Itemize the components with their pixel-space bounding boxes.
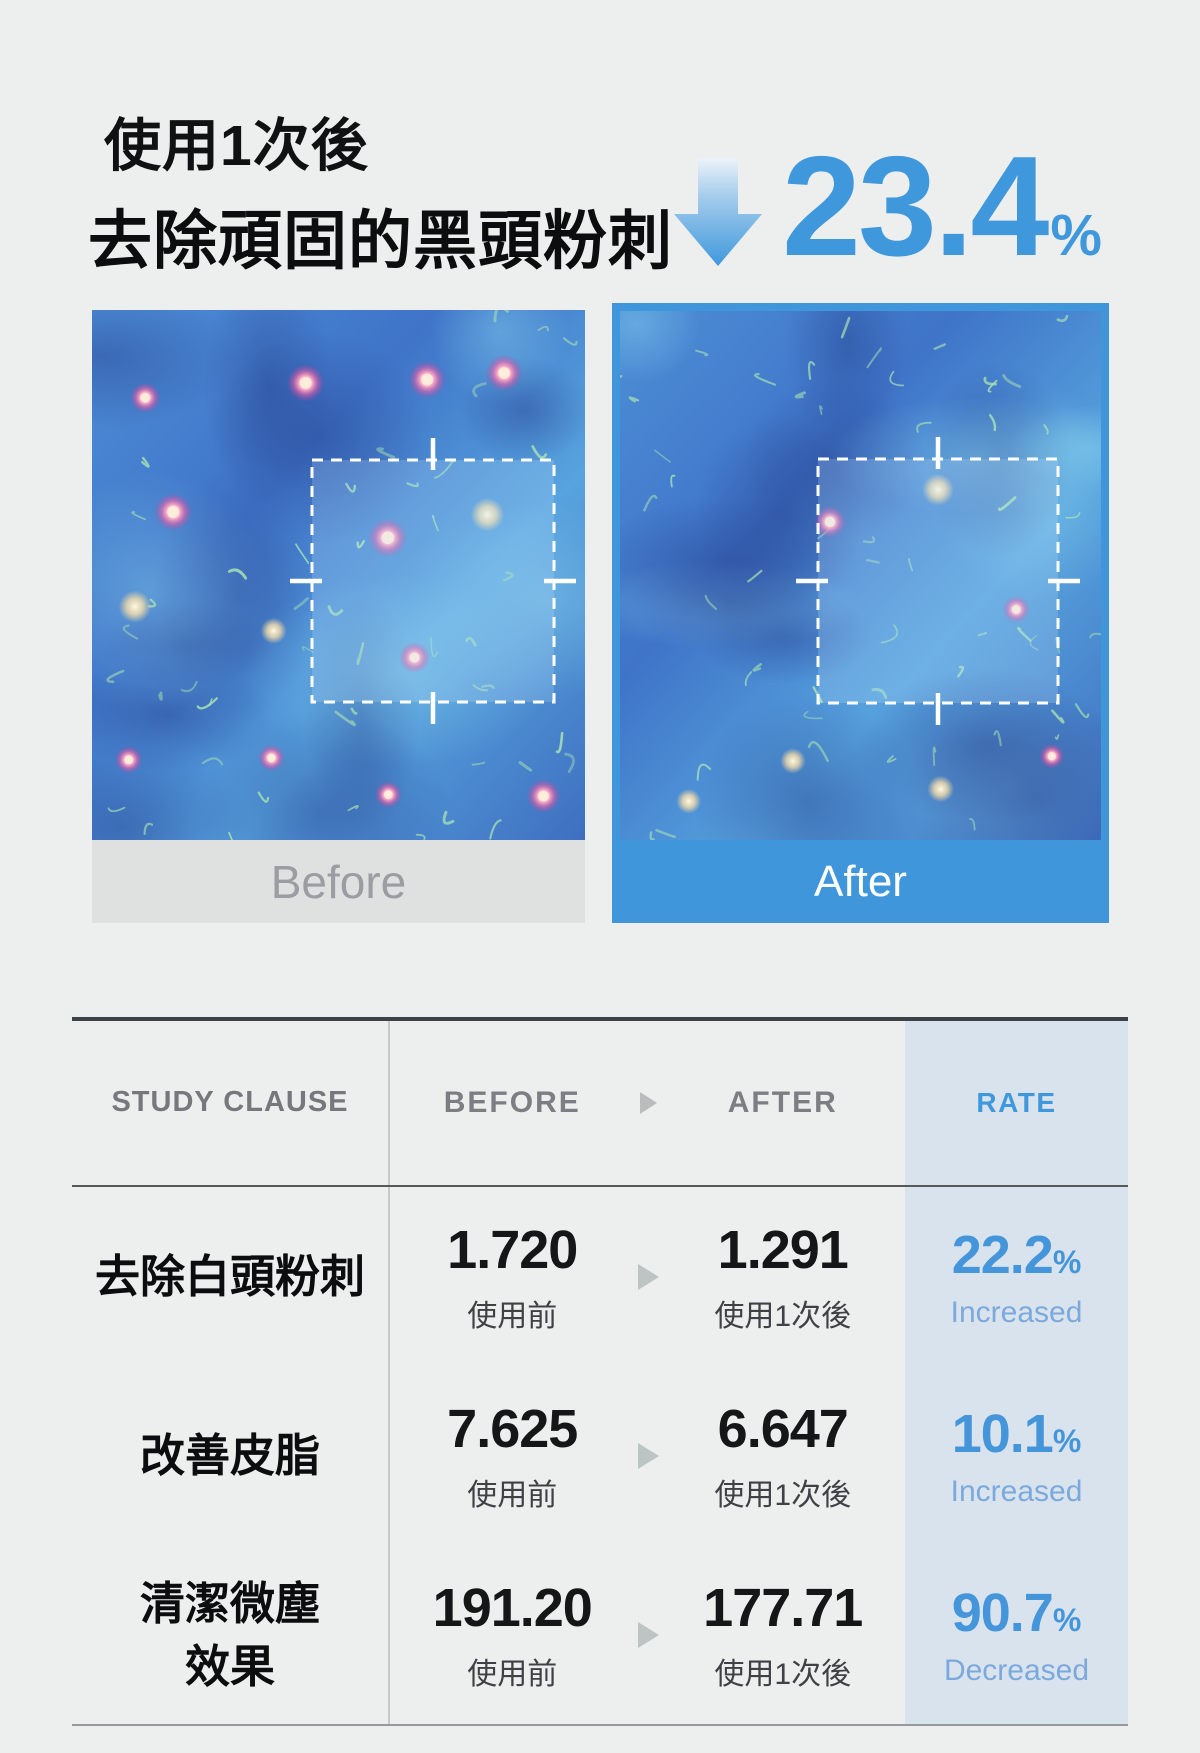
before-figure: Before [92,310,585,923]
after-skin-image [620,311,1101,840]
rate-value: 90.7 [951,1582,1054,1643]
table-header-row: STUDY CLAUSE BEFORE AFTER RATE [72,1021,1128,1187]
right-arrow-icon [635,1263,661,1291]
after-value: 177.71 [703,1577,863,1638]
stat-value: 23.4 [782,127,1049,286]
rate-unit: % [1052,1243,1082,1280]
rate-caption: Increased [950,1474,1083,1508]
before-caption: 使用前 [467,1657,558,1691]
after-value: 1.291 [717,1219,849,1280]
rate-caption: Decreased [943,1653,1090,1687]
after-caption: 使用1次後 [714,1478,852,1512]
headline-line1: 使用1次後 [104,114,369,178]
row-label: 改善皮脂 [139,1430,320,1481]
rate-value: 10.1 [951,1403,1054,1464]
stat-unit: % [1050,203,1102,268]
row-values-cell: 191.20 使用前 177.71 使用1次後 [390,1545,905,1724]
right-arrow-icon [635,1091,661,1115]
rate-caption: Increased [950,1295,1083,1329]
row-values-cell: 1.720 使用前 1.291 使用1次後 [390,1187,905,1366]
after-caption: 使用1次後 [714,1657,852,1691]
before-label: Before [92,840,585,923]
after-label: After [612,840,1109,923]
before-value: 191.20 [432,1577,593,1638]
header-rate: RATE [905,1021,1128,1185]
row-label: 去除白頭粉刺 [94,1251,365,1302]
headline-line2: 去除頑固的黑頭粉刺 [88,205,673,277]
rate-label: RATE [976,1087,1057,1118]
header-study-clause: STUDY CLAUSE [72,1021,390,1185]
rate-unit: % [1052,1601,1082,1638]
rate-unit: % [1052,1422,1082,1459]
row-label-cell: 去除白頭粉刺 [72,1187,390,1366]
header-before-after: BEFORE AFTER [390,1021,905,1185]
before-caption: 使用前 [467,1478,558,1512]
after-figure: After [612,303,1109,923]
table-row: 去除白頭粉刺 1.720 使用前 1.291 使用1次後 22.2% Incre… [72,1187,1128,1366]
results-table: STUDY CLAUSE BEFORE AFTER RATE 去除白頭粉刺 [72,1017,1128,1726]
table-row: 清潔微塵效果 191.20 使用前 177.71 使用1次後 90.7% Dec… [72,1545,1128,1724]
study-clause-label: STUDY CLAUSE [111,1086,349,1119]
before-value: 7.625 [447,1398,578,1459]
row-label-cell: 改善皮脂 [72,1366,390,1545]
row-values-cell: 7.625 使用前 6.647 使用1次後 [390,1366,905,1545]
right-arrow-icon [635,1442,661,1470]
header-after: AFTER [727,1086,838,1119]
row-rate-cell: 10.1% Increased [905,1366,1128,1545]
row-label-cell: 清潔微塵 效果 [72,1545,390,1724]
row-label-line2: 效果 [184,1640,275,1692]
rate-value: 22.2 [951,1224,1054,1285]
after-value: 6.647 [717,1398,849,1459]
before-value: 1.720 [447,1219,578,1280]
row-rate-cell: 90.7% Decreased [905,1545,1128,1724]
row-rate-cell: 22.2% Increased [905,1187,1128,1366]
before-caption: 使用前 [467,1299,558,1333]
headline-stat: 23.4% [782,136,1102,278]
table-row: 改善皮脂 7.625 使用前 6.647 使用1次後 10.1% Increas… [72,1366,1128,1545]
row-label: 清潔微塵 [139,1577,320,1629]
after-caption: 使用1次後 [714,1299,852,1333]
right-arrow-icon [635,1621,661,1649]
header-before: BEFORE [443,1086,581,1119]
before-skin-image [92,310,585,840]
down-arrow-icon [674,158,762,266]
